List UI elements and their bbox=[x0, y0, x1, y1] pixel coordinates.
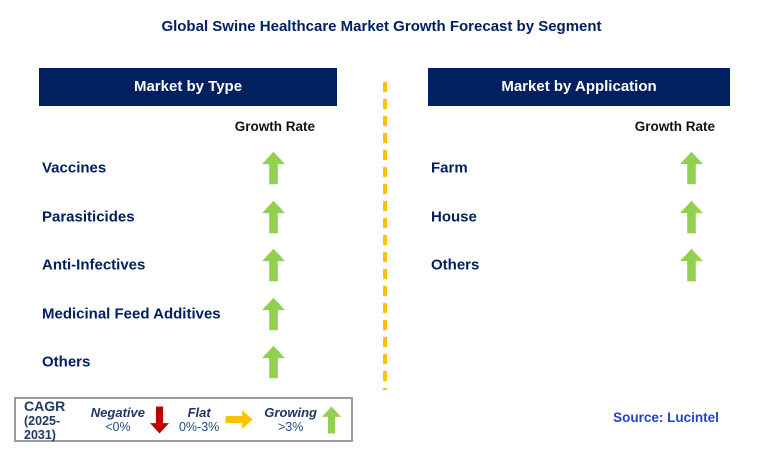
growth-arrow-up-icon bbox=[262, 248, 285, 282]
growth-rate-column-label: Growth Rate bbox=[234, 119, 315, 134]
segment-label: Medicinal Feed Additives bbox=[42, 305, 221, 322]
legend-entry-flat: Flat 0%-3% bbox=[179, 405, 264, 434]
chart-title: Global Swine Healthcare Market Growth Fo… bbox=[161, 18, 602, 35]
segment-row: Parasiticides bbox=[39, 197, 337, 237]
segment-label: Others bbox=[431, 256, 480, 274]
legend-entry-label: Negative bbox=[90, 405, 145, 420]
legend-entry-label: Flat bbox=[187, 405, 211, 420]
segment-row: Anti-Infectives bbox=[39, 245, 337, 285]
source-label: Source: Lucintel bbox=[613, 410, 719, 425]
legend-cagr-label: CAGR bbox=[24, 397, 66, 414]
segment-row: Farm bbox=[428, 148, 730, 188]
legend-cagr-block: CAGR (2025-2031) bbox=[16, 398, 91, 442]
cagr-legend-box: CAGR (2025-2031) Negative <0% Flat 0%-3% Gro… bbox=[14, 397, 353, 442]
segment-label: Parasiticides bbox=[42, 208, 135, 225]
growth-arrow-up-icon bbox=[680, 200, 703, 233]
growth-arrow-up-icon bbox=[262, 200, 285, 233]
legend-arrow-down-icon bbox=[149, 406, 169, 433]
segment-row: Others bbox=[428, 245, 730, 285]
legend-entry-negative: Negative <0% bbox=[91, 405, 179, 434]
growth-arrow-up-icon bbox=[262, 151, 285, 185]
growth-arrow-up-icon bbox=[262, 297, 285, 330]
segment-row: Medicinal Feed Additives bbox=[39, 294, 337, 334]
growth-rate-column-label: Growth Rate bbox=[634, 119, 715, 134]
segment-row: Vaccines bbox=[39, 148, 337, 188]
legend-entry-range: >3% bbox=[277, 420, 304, 434]
growth-arrow-up-icon bbox=[680, 248, 703, 282]
segment-label: Vaccines bbox=[42, 159, 107, 177]
segment-label: Farm bbox=[431, 159, 468, 177]
legend-arrow-right-icon bbox=[225, 410, 253, 429]
growth-arrow-up-icon bbox=[680, 151, 703, 185]
growth-arrow-up-icon bbox=[262, 345, 285, 379]
legend-entry-growing: Growing >3% bbox=[264, 405, 351, 434]
legend-arrow-up-icon bbox=[322, 406, 341, 433]
segment-row: House bbox=[428, 197, 730, 237]
legend-entry-label: Growing bbox=[264, 405, 317, 420]
panel-header-market-by-application: Market by Application bbox=[428, 68, 730, 106]
panel-header-market-by-type: Market by Type bbox=[39, 68, 337, 106]
legend-entry-range: <0% bbox=[105, 420, 131, 434]
segment-row: Others bbox=[39, 342, 337, 382]
legend-entry-range: 0%-3% bbox=[178, 420, 220, 434]
panel-divider-dashed-line bbox=[383, 82, 387, 390]
segment-label: Anti-Infectives bbox=[42, 256, 146, 274]
legend-cagr-period: (2025-2031) bbox=[24, 413, 61, 442]
legend-entries: Negative <0% Flat 0%-3% Growing >3% bbox=[91, 405, 351, 434]
segment-label: House bbox=[431, 208, 477, 225]
segment-label: Others bbox=[42, 353, 91, 371]
